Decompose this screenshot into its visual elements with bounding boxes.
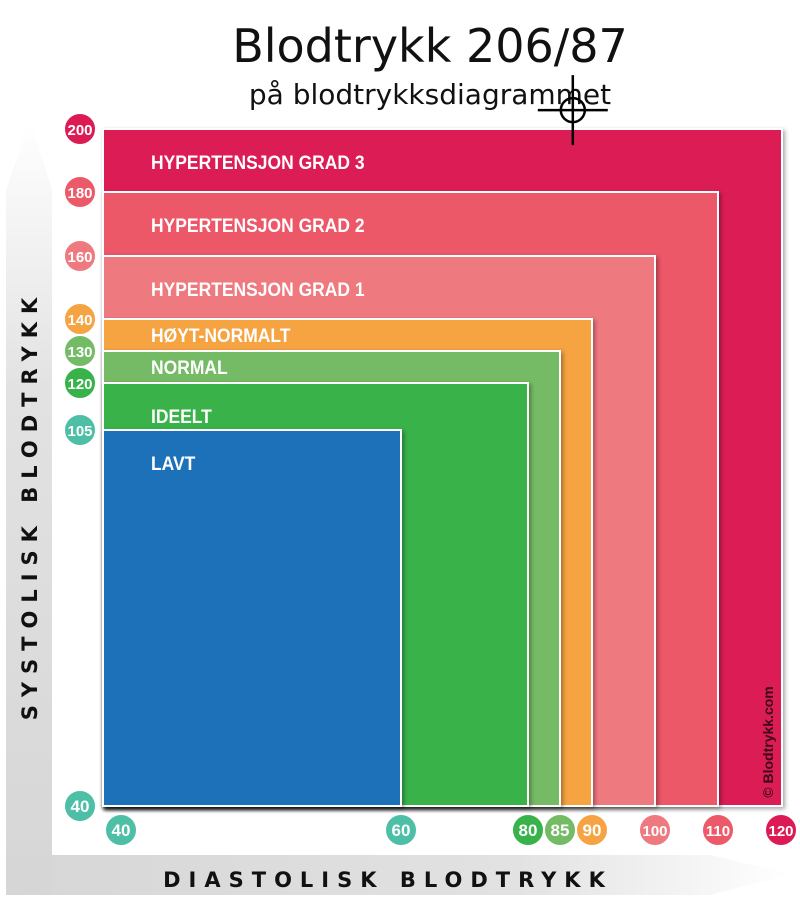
x-tick-label-80: 80: [519, 821, 538, 840]
x-tick-label-60: 60: [392, 821, 411, 840]
y-tick-label-130: 130: [67, 344, 92, 361]
y-tick-label-40: 40: [71, 797, 90, 816]
x-tick-label-40: 40: [112, 821, 131, 840]
y-tick-label-180: 180: [67, 185, 92, 202]
zone-label-hoyt-normalt: HØYT-NORMALT: [151, 324, 290, 346]
ticks-layer: 200 180 160 140 130 120 105 40 40 60 80 85 90 100 110 1…: [63, 112, 798, 847]
x-tick-badge-60: [384, 813, 418, 847]
x-tick-label-100: 100: [642, 823, 667, 840]
x-axis-title: DIASTOLISK BLODTRYKK: [163, 868, 613, 892]
watermark: © Blodtrykk.com: [760, 686, 776, 797]
x-tick-badge-110: [701, 813, 735, 847]
zone-label-ideelt: IDEELT: [151, 405, 212, 427]
x-tick-label-110: 110: [706, 823, 730, 840]
y-tick-label-105: 105: [67, 423, 92, 440]
y-tick-label-200: 200: [67, 122, 92, 139]
x-tick-label-120: 120: [768, 823, 793, 840]
y-tick-badge-40: [63, 789, 97, 823]
y-tick-badge-120: [63, 366, 97, 400]
y-tick-label-140: 140: [67, 312, 92, 329]
y-tick-badge-180: [63, 175, 97, 209]
y-tick-badge-160: [63, 239, 97, 273]
zone-label-hypertensjon-grad-1: HYPERTENSJON GRAD 1: [151, 278, 365, 300]
x-tick-badge-100: [638, 813, 672, 847]
x-tick-badge-120: [764, 813, 798, 847]
chart-title: Blodtrykk 206/87: [232, 19, 628, 73]
x-tick-label-85: 85: [551, 821, 570, 840]
y-tick-badge-105: [63, 413, 97, 447]
zone-lavt: [102, 429, 402, 807]
zone-label-lavt: LAVT: [151, 452, 195, 474]
x-axis-arrow: [6, 855, 792, 895]
chart-subtitle: på blodtrykksdiagrammet: [249, 78, 611, 111]
y-axis-arrow: [6, 120, 52, 895]
reading-marker: [537, 75, 608, 146]
zones-layer: HYPERTENSJON GRAD 3 HYPERTENSJON GRAD 2 HY…: [102, 128, 783, 807]
axis-corner: [6, 855, 52, 895]
zone-label-hypertensjon-grad-3: HYPERTENSJON GRAD 3: [151, 151, 365, 173]
y-tick-badge-200: [63, 112, 97, 146]
zone-label-hypertensjon-grad-2: HYPERTENSJON GRAD 2: [151, 214, 365, 236]
y-axis-title: SYSTOLISK BLODTRYKK: [18, 290, 42, 721]
x-tick-badge-90: [575, 813, 609, 847]
y-tick-label-160: 160: [67, 249, 92, 266]
zone-label-normal: NORMAL: [151, 356, 228, 378]
y-tick-label-120: 120: [67, 376, 92, 393]
x-tick-badge-40: [104, 813, 138, 847]
x-tick-label-90: 90: [583, 821, 602, 840]
